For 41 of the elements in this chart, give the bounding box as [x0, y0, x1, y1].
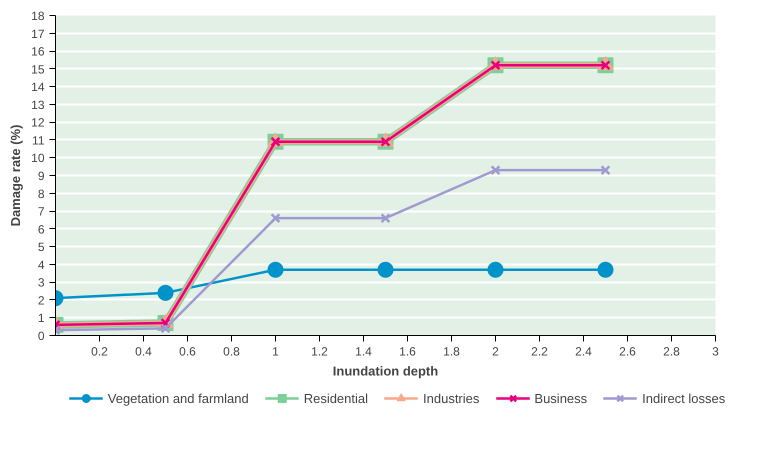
y-tick-label: 2: [38, 293, 45, 308]
y-tick-label: 10: [31, 151, 45, 166]
x-tick-label: 1.8: [443, 344, 460, 358]
y-axis-title: Damage rate (%): [8, 124, 24, 226]
x-tick-label: 2.8: [663, 344, 680, 358]
y-tick-label: 12: [31, 116, 45, 130]
x-tick-label: 1.2: [311, 344, 328, 358]
x-tick-label: 1.6: [399, 344, 416, 358]
y-tick-label: 1: [38, 311, 45, 326]
y-tick-label: 9: [38, 169, 45, 183]
y-tick-label: 11: [32, 133, 45, 148]
y-tick-label: 4: [38, 258, 45, 272]
x-tick-label: 2.4: [575, 344, 592, 358]
y-tick-label: 15: [31, 62, 45, 76]
legend-label: Industries: [423, 390, 480, 406]
y-tick-label: 0: [38, 329, 45, 343]
x-axis-title: Inundation depth: [332, 364, 438, 378]
x-tick-label: 0.2: [91, 344, 108, 358]
x-tick-label: 1: [272, 344, 280, 358]
y-tick-label: 5: [38, 240, 45, 254]
x-tick-label: 0.6: [179, 344, 196, 358]
legend-label: Indirect losses: [642, 390, 726, 406]
y-tick-label: 6: [38, 222, 45, 236]
x-tick-label: 1.4: [355, 344, 372, 358]
x-tick-label: 0.8: [223, 344, 240, 358]
y-tick-label: 13: [31, 98, 45, 112]
x-tick-label: 2: [492, 344, 500, 358]
y-tick-label: 3: [38, 276, 45, 290]
y-tick-label: 17: [31, 26, 45, 41]
y-tick-label: 16: [31, 44, 45, 59]
x-tick-label: 3: [712, 344, 720, 358]
x-tick-label: 2.6: [619, 344, 636, 358]
y-tick-label: 18: [31, 9, 45, 23]
y-tick-label: 8: [38, 186, 45, 201]
x-tick-label: 0.4: [135, 344, 152, 358]
x-tick-label: 2.2: [531, 344, 548, 358]
legend-label: Residential: [304, 390, 368, 406]
y-tick-label: 7: [38, 204, 45, 219]
y-tick-label: 14: [31, 80, 45, 94]
legend-label: Vegetation and farmland: [108, 390, 249, 406]
legend-label: Business: [534, 390, 588, 406]
